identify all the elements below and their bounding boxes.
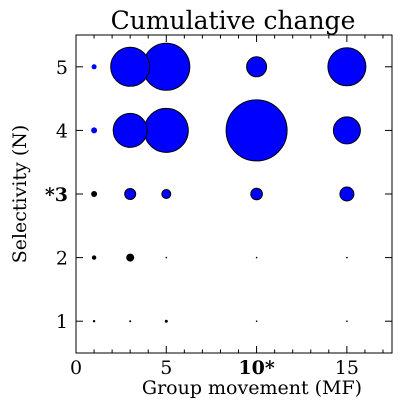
x-tick-label: 0 [70, 357, 82, 379]
bubble-point [339, 186, 355, 202]
bubble-point [161, 189, 172, 199]
bubble-point [165, 256, 168, 259]
y-tick-label: 5 [56, 57, 68, 79]
y-tick-label: 4 [56, 120, 68, 142]
bubble-point [225, 99, 288, 162]
bubble-point [91, 127, 98, 134]
bubble-point [91, 255, 97, 260]
x-tick-label: 5 [160, 357, 172, 379]
bubble-point [92, 320, 96, 323]
bubble-point [332, 116, 361, 145]
bubble-point [255, 256, 258, 259]
bubble-point [129, 320, 132, 323]
bubble-point [91, 64, 97, 70]
y-axis-label: Selectivity (N) [9, 125, 31, 264]
y-tick-label: 1 [56, 311, 68, 333]
x-tick-label: 10* [238, 357, 274, 379]
bubble-point [110, 46, 151, 87]
x-axis-label: Group movement (MF) [142, 377, 362, 399]
bubble-point [346, 256, 348, 259]
x-axis: 0 5 10* 15 [70, 35, 384, 379]
bubble-point [327, 47, 367, 87]
bubble-point [346, 320, 348, 323]
y-tick-label: 2 [56, 248, 68, 270]
bubble-point [126, 253, 135, 262]
bubble-point [255, 320, 258, 323]
y-tick-label: *3 [45, 184, 68, 206]
x-tick-label: 15 [335, 357, 359, 379]
bubble-point [250, 187, 263, 201]
chart-title: Cumulative change [111, 6, 356, 35]
plot-area [91, 42, 367, 323]
bubble-point [246, 56, 268, 78]
bubble-point [91, 191, 98, 197]
bubble-point [112, 112, 148, 148]
bubble-point [143, 107, 189, 153]
y-axis: 1 2 *3 4 5 [45, 57, 392, 333]
bubble-point [124, 188, 137, 200]
bubble-point [164, 319, 168, 323]
